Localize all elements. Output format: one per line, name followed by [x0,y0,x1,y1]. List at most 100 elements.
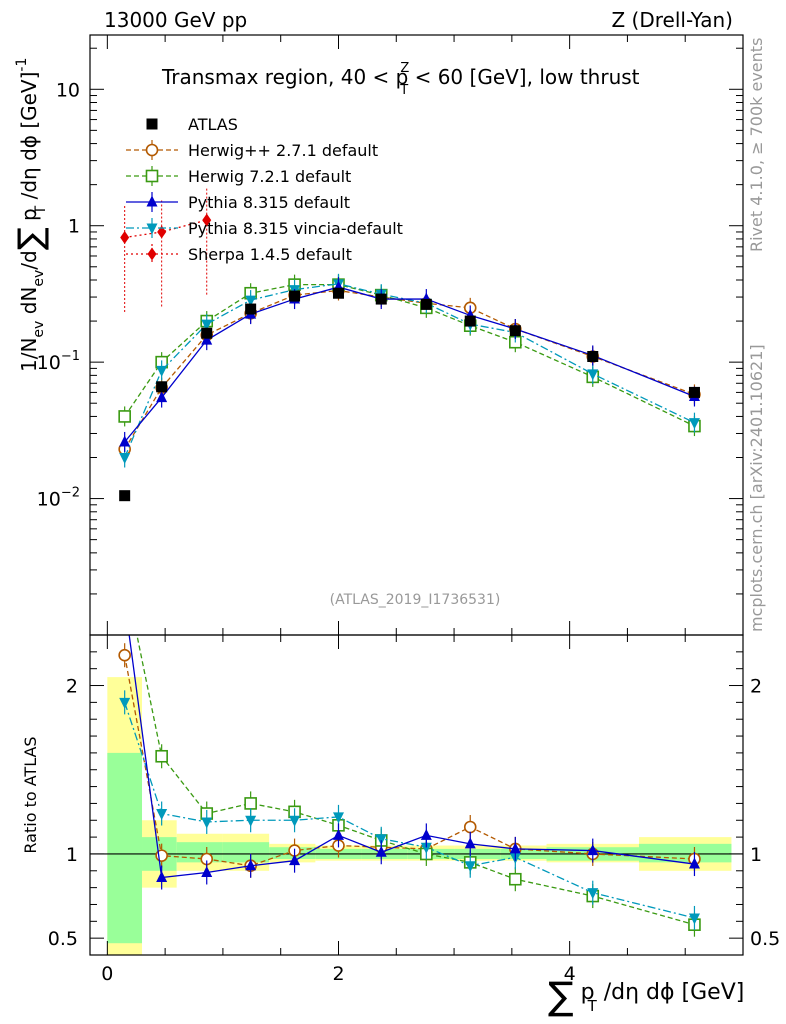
ratio-y-tick-label: 2 [66,676,78,698]
ratio-y-tick-label-right: 2 [750,676,762,698]
series-point-atlas [119,490,131,502]
ratio-point-pythia-8-315-default [420,828,432,840]
series-point-pythia-8-315-vincia-default [201,319,213,331]
title-rest: < 60 [GeV], low thrust [408,65,639,89]
ratio-y-axis: 2 2 1 1 0.5 0.5 [48,651,780,950]
series-point-pythia-8-315-vincia-default [587,369,599,381]
ratio-point-pythia-8-315-vincia-default [245,815,257,827]
legend-label-sherpa-1-4-5-default: Sherpa 1.4.5 default [188,245,352,264]
main-y-tick-label: 10−1 [37,349,80,374]
legend-marker-pythia-8-315-default [146,195,158,207]
ratio-point-herwig-7-2-1-default [244,797,257,810]
ratio-point-pythia-8-315-default [688,857,700,869]
header-right-label: Z (Drell-Yan) [611,8,733,32]
ratio-point-pythia-8-315-default [156,871,168,883]
ratio-line-pythia-8-315-vincia-default [124,702,695,919]
analysis-tag: (ATLAS_2019_I1736531) [330,592,501,608]
series-point-atlas [587,350,599,362]
ratio-point-pythia-8-315-vincia-default [201,817,213,829]
series-line-herwig-2-7-1-default [124,289,695,450]
ratio-point-pythia-8-315-default [375,845,387,857]
header-left-label: 13000 GeV pp [104,8,247,32]
legend-label-herwig-2-7-1-default: Herwig++ 2.7.1 default [188,141,378,160]
ratio-panel: 2 2 1 1 0.5 0.5 0 2 4 [48,634,780,985]
title-sup: Z [400,61,409,76]
ratio-y-tick-label: 0.5 [48,928,78,950]
legend-label-pythia-8-315-vincia-default: Pythia 8.315 vincia-default [188,219,403,238]
rivet-version-label: Rivet 4.1.0, ≥ 700k events [747,38,766,252]
series-point-atlas [332,287,344,299]
ratio-frame [89,634,744,956]
series-point-sherpa-1-4-5-default [157,225,167,239]
legend-marker-pythia-8-315-vincia-default [146,223,158,235]
legend-marker-sherpa-1-4-5-default [147,247,157,261]
ratio-point-pythia-8-315-default [289,854,301,866]
ratio-point-pythia-8-315-vincia-default [156,809,168,821]
series-point-herwig-7-2-1-default [118,410,131,423]
legend-label-pythia-8-315-default: Pythia 8.315 default [188,193,350,212]
ratio-point-pythia-8-315-vincia-default [688,913,700,925]
main-y-tick-label: 10 [56,79,80,101]
ratio-point-pythia-8-315-vincia-default [587,888,599,900]
ratio-x-axis: 0 2 4 [101,635,686,985]
plot-title: Transmax region, 40 < pZ T < 60 [GeV], lo… [161,61,640,98]
series-point-pythia-8-315-default [156,391,168,403]
ratio-band-green [222,842,270,863]
ratio-point-pythia-8-315-vincia-default [289,815,301,827]
series-line-pythia-8-315-vincia-default [124,283,695,458]
ratio-point-pythia-8-315-default [509,842,521,854]
ratio-point-herwig-2-7-1-default [118,648,131,662]
ratio-point-pythia-8-315-default [587,844,599,856]
series-line-pythia-8-315-default [124,286,695,443]
ratio-line-herwig-7-2-1-default [136,635,695,926]
legend-marker-herwig-2-7-1-default [145,143,159,157]
ratio-point-pythia-8-315-default [464,837,476,849]
ratio-line-pythia-8-315-default [128,635,695,879]
ratio-point-pythia-8-315-default [201,865,213,877]
series-point-pythia-8-315-vincia-default [688,418,700,430]
main-y-tick-label: 1 [68,216,80,238]
ratio-y-tick-label-right: 0.5 [750,928,780,950]
ratio-series-layer [118,635,701,937]
main-y-tick-label: 10−2 [37,486,80,511]
ratio-point-pythia-8-315-default [332,828,344,840]
ratio-point-herwig-7-2-1-default [509,872,522,886]
main-series-layer [118,188,701,502]
mcplots-label: mcplots.cern.ch [arXiv:2401.10621] [747,344,766,632]
ratio-point-pythia-8-315-default [245,859,257,871]
ratio-uncertainty-bands [90,677,743,955]
ratio-y-tick-label: 1 [66,844,78,866]
series-point-pythia-8-315-default [201,333,213,345]
series-point-pythia-8-315-vincia-default [156,365,168,377]
ratio-point-pythia-8-315-vincia-default [464,861,476,873]
ratio-y-tick-label-right: 1 [750,844,762,866]
legend-label-atlas: ATLAS [188,115,238,134]
series-point-atlas [464,315,476,327]
series-point-pythia-8-315-vincia-default [119,453,131,465]
series-line-herwig-7-2-1-default [124,283,695,427]
ratio-y-axis-label: Ratio to ATLAS [21,736,40,853]
legend-marker-herwig-7-2-1-default [145,169,159,183]
main-y-axis-label: 1/Nev dNev/d∑ pT /dη dϕ [GeV]-1 [11,58,51,372]
x-tick-label: 0 [101,963,113,985]
ratio-point-pythia-8-315-vincia-default [375,834,387,846]
main-y-axis: 10 1 10−1 10−2 [37,47,743,636]
series-point-sherpa-1-4-5-default [202,213,212,227]
ratio-point-pythia-8-315-vincia-default [332,812,344,824]
series-point-atlas [156,381,168,393]
series-point-atlas [289,290,301,302]
x-tick-label: 2 [332,963,344,985]
ratio-point-pythia-8-315-vincia-default [420,842,432,854]
x-tick-label: 4 [564,963,576,985]
ratio-point-pythia-8-315-vincia-default [119,697,131,709]
main-panel: 10 1 10−1 10−2 Transmax region, 40 < pZ T < … [37,34,744,636]
series-point-atlas [201,327,213,339]
series-point-pythia-8-315-default [119,435,131,447]
ratio-band-green [107,752,143,944]
series-point-pythia-8-315-vincia-default [245,295,257,307]
series-point-atlas [245,303,257,315]
series-point-atlas [375,293,387,305]
series-point-atlas [420,298,432,310]
